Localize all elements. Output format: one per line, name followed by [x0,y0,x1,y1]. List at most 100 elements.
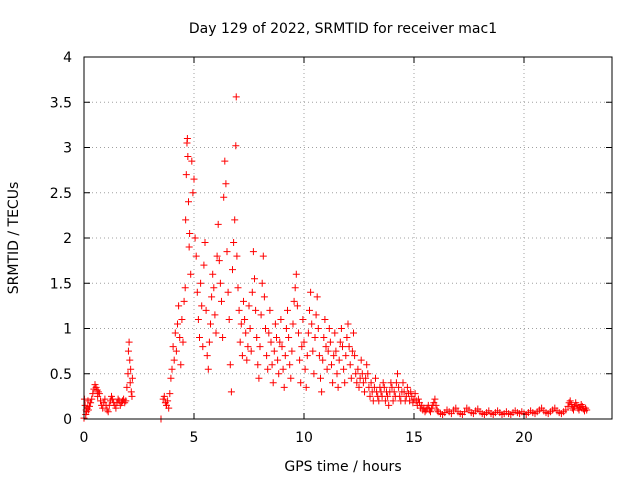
data-point [290,297,298,305]
data-point [269,379,277,387]
data-point [302,383,310,391]
data-point [321,315,329,323]
data-point [226,361,234,369]
data-point [388,383,396,391]
data-point [89,390,97,398]
data-point [284,306,291,314]
data-point [384,392,392,400]
data-point [187,270,195,278]
data-point [199,343,207,351]
data-point [191,234,199,242]
data-point [244,343,252,351]
data-point [452,404,460,412]
data-point [273,334,280,342]
data-point [323,365,331,373]
y-tick-label: 4 [63,50,72,66]
data-point [175,302,183,310]
data-point [336,338,344,346]
data-point [164,397,172,405]
data-point [431,395,439,403]
data-point [202,306,210,314]
data-point [355,383,363,391]
data-point [319,356,327,364]
data-point [353,379,361,387]
data-point [268,361,276,369]
data-point [126,379,134,387]
data-point [291,284,299,292]
data-point [248,288,256,296]
data-point [282,325,290,332]
data-point [104,408,112,416]
data-point [396,392,404,400]
data-point [234,284,242,292]
data-point [121,399,129,407]
data-point [201,239,209,247]
data-point [242,329,250,337]
data-point [577,401,585,409]
data-point [186,229,194,237]
data-point [207,320,214,328]
data-point [216,279,224,287]
y-tick-label: 2 [63,231,72,247]
data-point [583,406,591,414]
data-point [414,395,422,403]
data-point [351,352,359,360]
data-point [332,347,340,355]
data-point [125,338,133,346]
data-point [313,293,321,301]
data-point [253,334,261,342]
data-point [303,352,311,360]
data-point [128,374,136,382]
data-point [432,401,440,409]
data-point [86,402,93,410]
data-point [341,379,349,387]
data-point [257,311,265,319]
data-point [205,338,213,346]
data-point [287,374,295,382]
x-axis-label: GPS time / hours [284,459,401,475]
x-tick-label: 20 [515,430,533,446]
data-point [193,288,201,296]
data-point [190,175,198,183]
data-point [392,379,400,387]
data-point [124,347,132,355]
data-point [243,356,251,364]
data-point [126,356,134,364]
data-point [214,220,222,228]
data-point [361,388,368,396]
data-point [255,374,263,382]
data-point [237,320,245,328]
data-point [312,311,320,319]
data-point [285,334,293,342]
data-point [567,401,575,409]
data-point [232,142,240,150]
data-point [582,404,590,412]
data-point [93,386,101,394]
data-point [350,329,357,337]
data-point [87,399,95,407]
data-point [213,252,221,260]
y-tick-label: 0 [63,412,72,428]
data-point [334,383,342,391]
data-point [286,361,294,369]
data-point [564,402,572,410]
data-point [322,343,330,351]
data-point [112,404,120,412]
data-point [342,352,350,360]
data-point [166,390,174,398]
data-point [278,343,286,351]
data-point [252,306,260,314]
data-point [407,388,415,396]
data-point [394,370,401,378]
data-point [274,356,282,364]
data-point [562,406,570,414]
data-point [566,397,574,405]
data-point [310,370,318,378]
data-point [247,347,255,355]
data-point [127,365,135,373]
data-point [366,392,374,400]
data-point [203,352,211,360]
data-point [275,370,283,378]
